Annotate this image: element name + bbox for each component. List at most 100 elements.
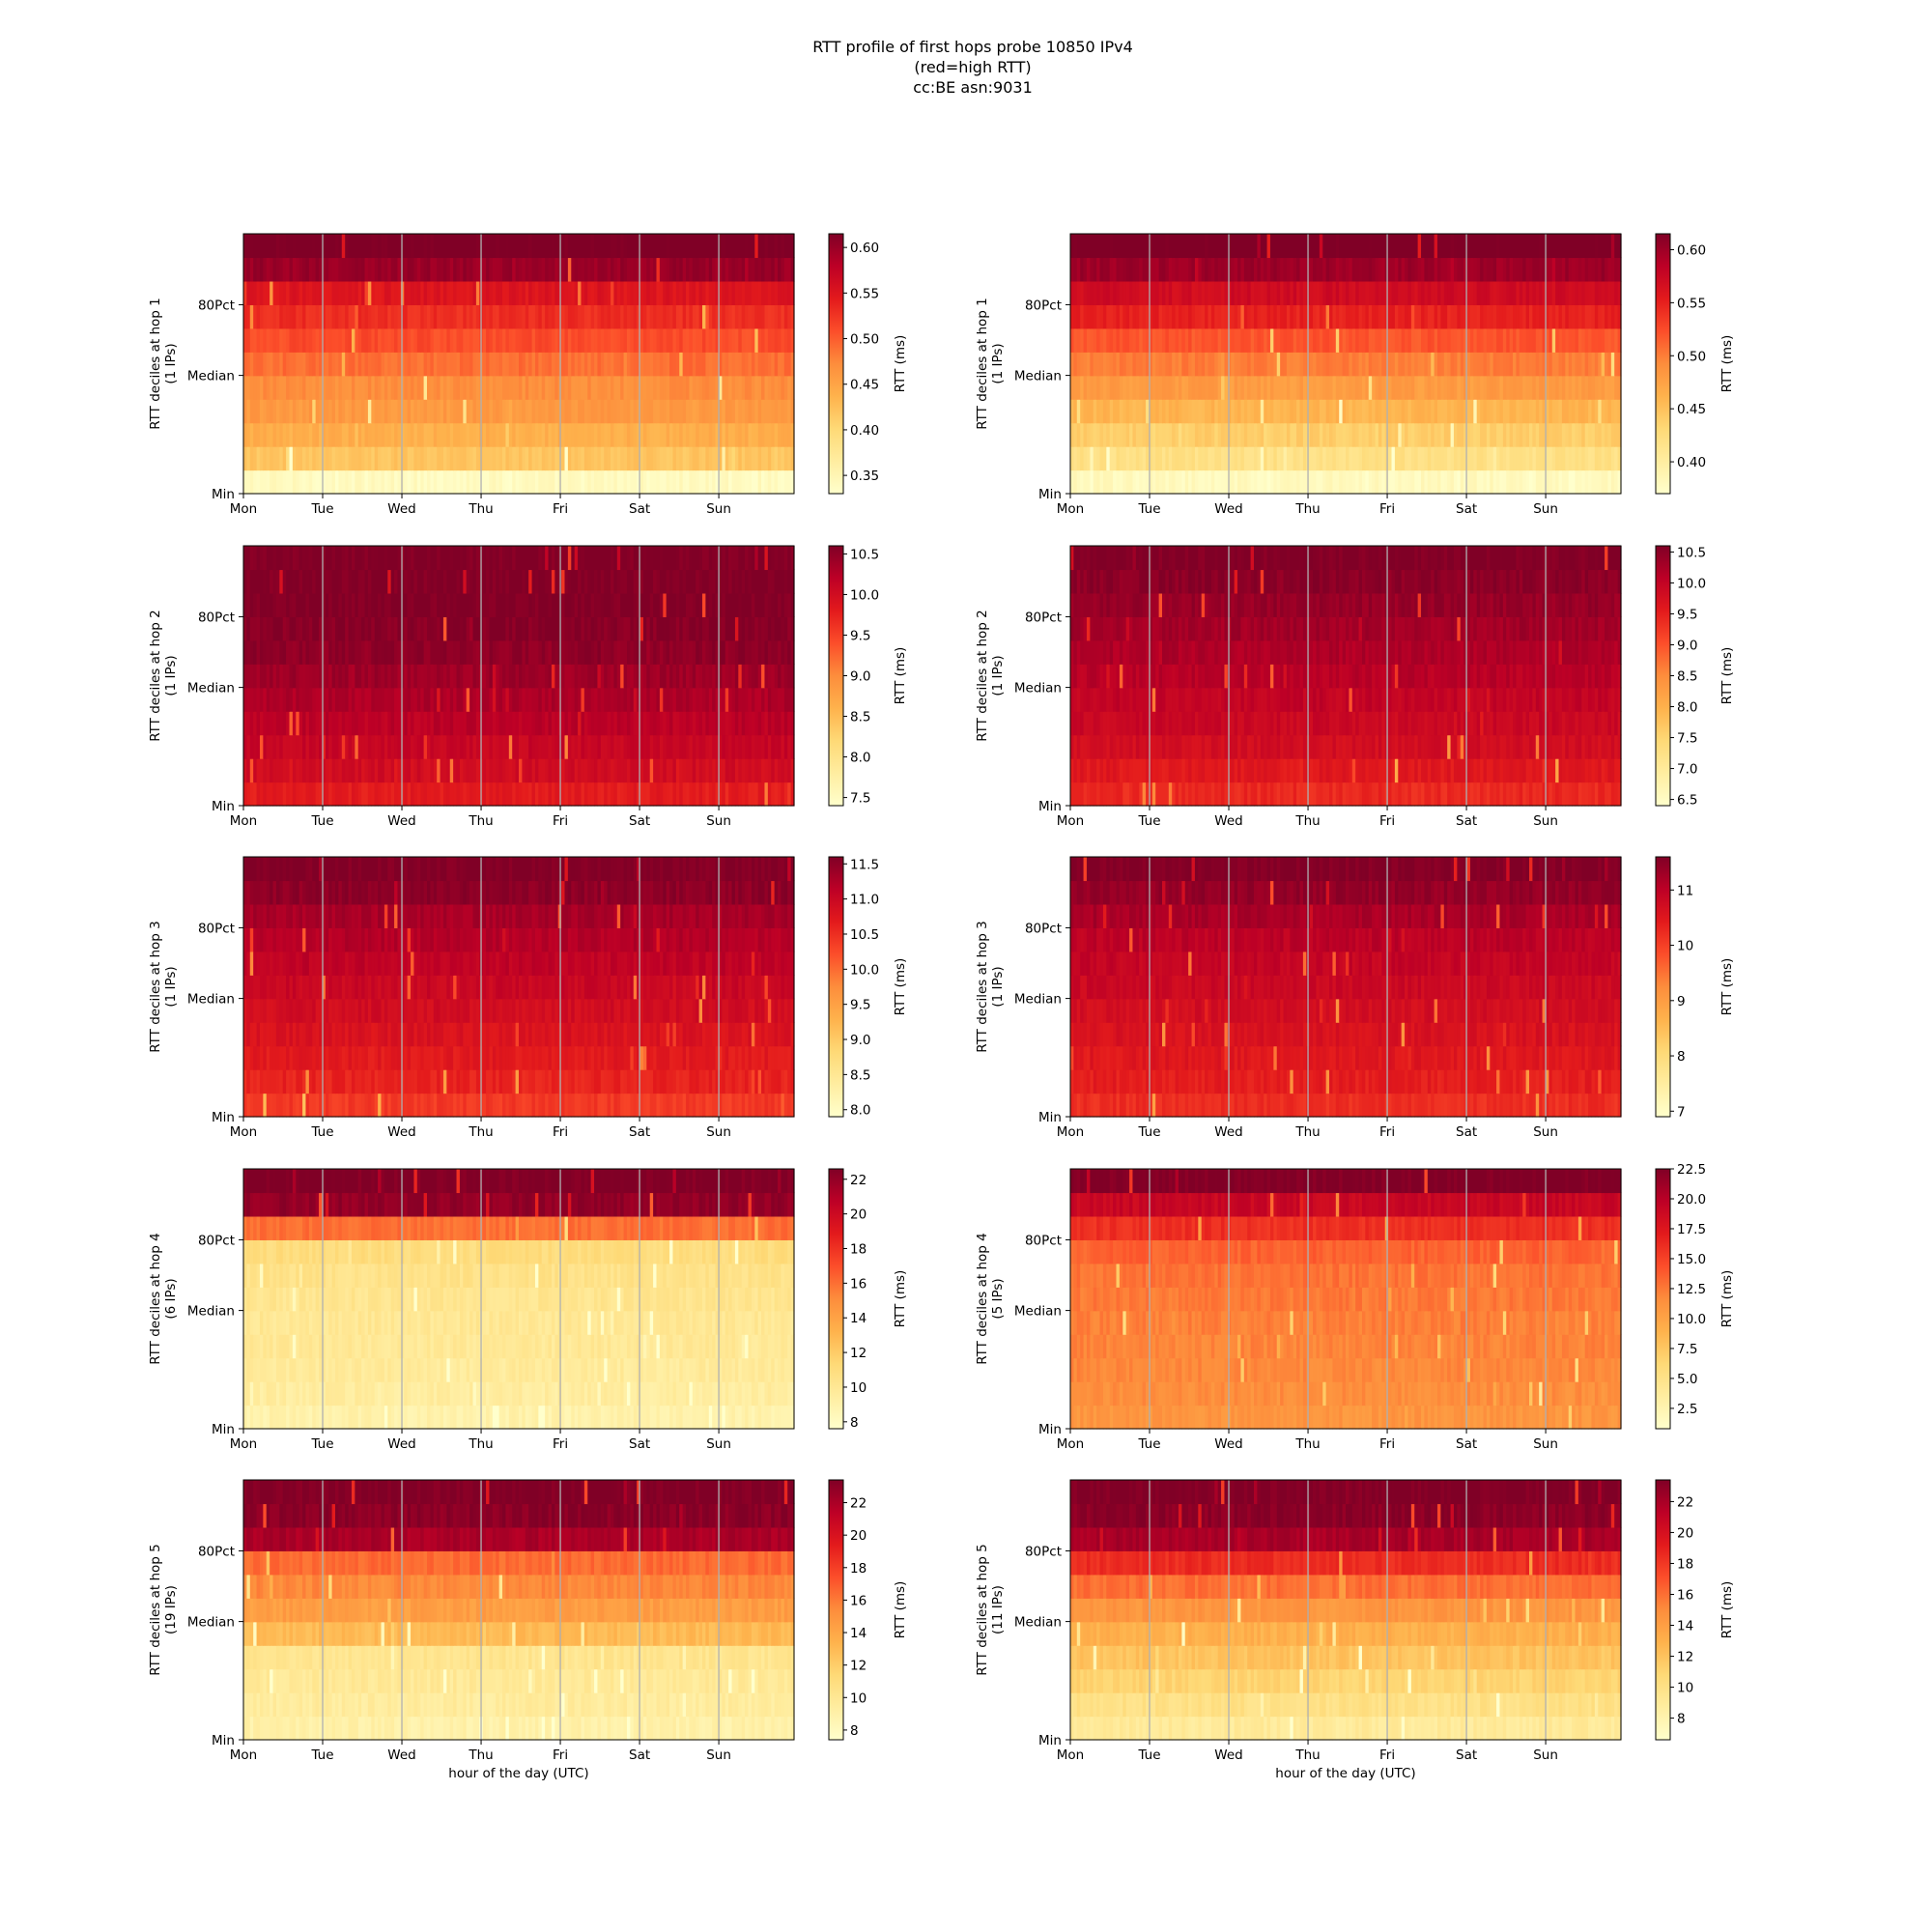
hop1-right-cell	[1260, 422, 1264, 447]
hop2-left-cell	[371, 639, 376, 665]
hop1-right-cell	[1598, 399, 1603, 424]
hop1-right-cell	[1276, 234, 1281, 259]
hop1-right-cell	[1443, 352, 1448, 377]
hop1-left-cell	[289, 446, 294, 471]
hop2-left-cell	[341, 664, 346, 689]
hop1-right-cell	[1073, 352, 1078, 377]
hop1-left-cell	[764, 257, 769, 282]
hop1-left-cell	[790, 422, 795, 447]
hop1-right-cell	[1208, 257, 1212, 282]
hop1-right-cell	[1591, 469, 1596, 495]
hop1-right-cell	[1247, 234, 1252, 259]
hop2-left-cell	[689, 711, 694, 736]
hop1-left-cell	[679, 234, 684, 259]
hop1-left-cell	[682, 352, 687, 377]
hop1-left-cell	[534, 304, 539, 329]
hop1-right-cell	[1548, 257, 1553, 282]
hop2-left-cell	[741, 711, 746, 736]
hop1-right-cell	[1358, 375, 1363, 400]
hop1-right-cell	[1313, 446, 1318, 471]
hop1-right-cell	[1463, 375, 1468, 400]
hop1-left-cell	[738, 469, 743, 495]
hop1-left-cell	[675, 422, 680, 447]
hop1-left-cell	[611, 327, 614, 353]
hop1-left-cell	[498, 234, 503, 259]
hop2-left-cell	[522, 687, 526, 712]
hop1-right-cell	[1417, 446, 1422, 471]
hop2-left-cell	[397, 639, 402, 665]
hop1-left-cell	[554, 422, 559, 447]
hop1-left-cell	[249, 234, 254, 259]
hop1-left-ytick-label: 80Pct	[198, 298, 235, 313]
hop1-left-cell	[496, 327, 500, 353]
hop2-left-cell	[394, 781, 399, 807]
hop1-right-cell	[1584, 422, 1589, 447]
hop1-left-cell	[554, 352, 559, 377]
hop1-left-cell	[718, 234, 723, 259]
hop1-right-cell	[1198, 469, 1203, 495]
hop1-right-cell	[1165, 280, 1170, 305]
hop1-left-cell	[587, 280, 592, 305]
hop1-left-cell	[416, 422, 421, 447]
hop2-left-cell	[538, 734, 543, 759]
hop1-left-cell	[689, 304, 694, 329]
hop1-left-cell	[604, 469, 609, 495]
hop2-left-cell	[642, 734, 647, 759]
hop1-right-cell	[1601, 469, 1605, 495]
hop1-left-cell	[319, 469, 324, 495]
hop1-left-cell	[335, 375, 339, 400]
hop1-left-cell	[745, 304, 750, 329]
hop2-left-cell	[338, 711, 343, 736]
hop1-left-cell	[554, 399, 559, 424]
hop1-left-cell	[712, 352, 717, 377]
hop1-right-cell	[1496, 446, 1501, 471]
hop1-right-cell	[1231, 352, 1236, 377]
hop1-right-cell	[1102, 352, 1107, 377]
hop1-right-cell	[1299, 280, 1304, 305]
hop2-left-cell	[696, 781, 700, 807]
hop1-right-cell	[1142, 422, 1147, 447]
hop1-left-cell	[486, 234, 491, 259]
hop2-left-cell	[345, 781, 350, 807]
hop2-left-cell	[256, 758, 261, 783]
hop1-left-cell	[679, 352, 684, 377]
hop1-right-cell	[1076, 352, 1081, 377]
hop1-right-cell	[1266, 352, 1271, 377]
hop1-right-cell	[1519, 327, 1523, 353]
hop2-left-cell	[416, 687, 421, 712]
hop1-left-cell	[551, 399, 555, 424]
hop2-left-cell	[731, 639, 736, 665]
hop1-left-cell	[430, 422, 435, 447]
hop1-right-cell	[1221, 446, 1226, 471]
hop1-left-cell	[531, 352, 536, 377]
hop1-left-cell	[335, 446, 339, 471]
hop1-left-cell	[594, 327, 599, 353]
hop1-right-cell	[1273, 469, 1278, 495]
hop1-left-cell	[492, 469, 497, 495]
hop1-right-cell	[1558, 399, 1563, 424]
hop1-left-cell	[738, 234, 743, 259]
hop1-right-cell	[1073, 399, 1078, 424]
hop1-left-cell	[745, 352, 750, 377]
hop2-left-cell	[712, 734, 717, 759]
hop1-right-cell	[1453, 327, 1458, 353]
hop1-right-cell	[1316, 375, 1321, 400]
hop2-left-cell	[675, 734, 680, 759]
hop1-right-cell	[1217, 446, 1222, 471]
hop1-left-cell	[463, 327, 468, 353]
hop1-left-cell	[282, 446, 287, 471]
hop1-left-cell	[492, 304, 497, 329]
hop2-left-cell	[505, 711, 510, 736]
hop1-left-cell	[626, 234, 631, 259]
hop1-left-cell	[757, 304, 762, 329]
hop1-right-cell	[1565, 327, 1570, 353]
hop1-right-cell	[1410, 257, 1415, 282]
hop1-left-cell	[561, 422, 566, 447]
hop1-left-cell	[364, 304, 369, 329]
hop1-right-cell	[1332, 422, 1337, 447]
hop2-left-cell	[378, 711, 383, 736]
hop1-right-cell	[1361, 422, 1366, 447]
hop1-left-cell	[338, 280, 343, 305]
hop2-left-cell	[564, 711, 569, 736]
hop1-right-cell	[1234, 422, 1238, 447]
